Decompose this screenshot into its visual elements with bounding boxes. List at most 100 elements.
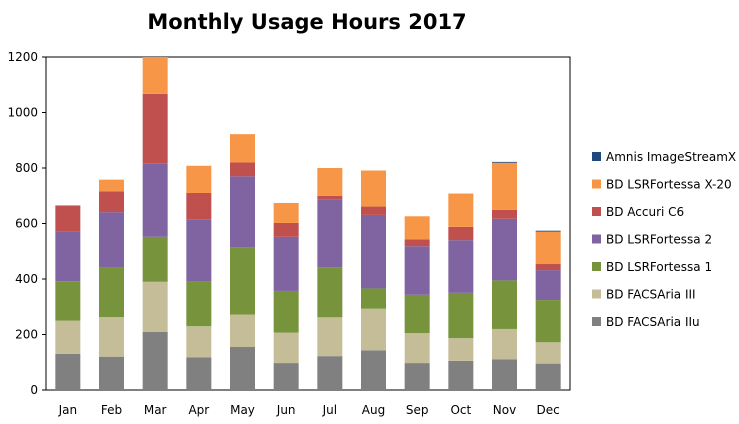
bar-segment xyxy=(186,357,212,390)
bar-segment xyxy=(99,191,124,213)
x-axis: Jan Feb Mar Apr May Jun Jul Aug Sep Oct Nov Dec xyxy=(58,403,560,417)
bar-segment xyxy=(273,332,299,364)
y-tick-label: 200 xyxy=(15,328,38,342)
bar-segment xyxy=(535,300,561,343)
bar-segment xyxy=(361,350,386,390)
legend-label: Amnis ImageStreamX xyxy=(606,150,736,164)
bar-segment xyxy=(317,195,343,200)
legend-label: BD LSRFortessa 2 xyxy=(606,233,712,247)
bar-segment xyxy=(317,356,343,390)
chart-title: Monthly Usage Hours 2017 xyxy=(147,10,467,34)
bar-segment xyxy=(273,222,299,237)
bar-segment xyxy=(142,93,168,164)
bar-segment xyxy=(492,280,517,329)
bar-segment xyxy=(142,163,168,237)
legend-label: BD LSRFortessa 1 xyxy=(606,260,712,274)
bar-segment xyxy=(186,219,212,282)
bar-segment xyxy=(230,176,255,248)
bar-segment xyxy=(448,240,474,293)
bar-segment xyxy=(99,267,124,318)
bar-segment xyxy=(317,267,343,318)
bar-segment xyxy=(535,230,561,232)
x-tick-label: Aug xyxy=(362,403,385,417)
y-tick-label: 0 xyxy=(30,383,38,397)
bar-segment xyxy=(317,317,343,357)
legend-label: BD FACSAria III xyxy=(606,288,696,302)
bar-segment xyxy=(55,320,81,354)
bar-segment xyxy=(99,212,124,268)
legend-swatch xyxy=(592,262,601,271)
bar-segment xyxy=(535,270,561,301)
bar-segment xyxy=(273,363,299,390)
x-tick-label: Apr xyxy=(188,403,209,417)
bar-segment xyxy=(361,308,386,351)
bar-segment xyxy=(230,134,255,163)
bar-segment xyxy=(404,239,430,247)
bar-segment xyxy=(230,162,255,177)
bar-segment xyxy=(448,193,474,227)
bar-segment xyxy=(448,226,474,241)
legend: Amnis ImageStreamX BD LSRFortessa X-20 BD … xyxy=(592,150,736,329)
bar-segment xyxy=(492,218,517,281)
x-tick-label: Jan xyxy=(58,403,78,417)
bar-segment xyxy=(492,161,517,163)
bar-segment xyxy=(55,353,81,390)
x-tick-label: Dec xyxy=(537,403,560,417)
bar-segment xyxy=(404,246,430,295)
bar-segment xyxy=(142,57,168,94)
x-tick-label: Nov xyxy=(493,403,516,417)
bar-segment xyxy=(186,326,212,358)
bar-segment xyxy=(448,292,474,339)
bar-segment xyxy=(273,236,299,291)
bar-segment xyxy=(535,231,561,265)
bar-segment xyxy=(99,356,124,390)
bar-segment xyxy=(492,162,517,210)
bar-segment xyxy=(492,328,517,360)
bar-segment xyxy=(361,214,386,289)
bar-segment xyxy=(404,363,430,390)
bar-segment xyxy=(273,290,299,333)
bar-segment xyxy=(99,317,124,357)
x-tick-label: May xyxy=(230,403,255,417)
plot-area xyxy=(45,56,571,391)
legend-swatch xyxy=(592,179,601,189)
legend-label: BD LSRFortessa X-20 xyxy=(606,178,732,192)
x-tick-label: Sep xyxy=(406,403,429,417)
bar-segment xyxy=(142,331,168,390)
y-tick-label: 800 xyxy=(15,161,38,175)
bar-segment xyxy=(535,264,561,271)
bar-segment xyxy=(230,247,255,315)
bar-segment xyxy=(404,216,430,240)
bar-segment xyxy=(448,338,474,361)
x-tick-label: Oct xyxy=(450,403,471,417)
legend-label: BD Accuri C6 xyxy=(606,205,684,219)
legend-swatch xyxy=(592,289,601,299)
bar-segment xyxy=(535,363,561,390)
y-tick-label: 1000 xyxy=(7,106,38,120)
bar-segment xyxy=(186,165,212,193)
x-tick-label: Jul xyxy=(322,403,337,417)
legend-label: BD FACSAria IIu xyxy=(606,315,700,329)
bar-segment xyxy=(99,179,124,192)
bar-segment xyxy=(186,281,212,327)
bar-segment xyxy=(535,342,561,364)
bar-segment xyxy=(361,206,386,215)
bar-segment xyxy=(142,236,168,282)
bar-segment xyxy=(404,333,430,364)
bar-segment xyxy=(492,359,517,390)
x-tick-label: Mar xyxy=(144,403,167,417)
x-tick-label: Jun xyxy=(276,403,296,417)
legend-swatch xyxy=(592,317,601,326)
bar-segment xyxy=(404,294,430,334)
bar-segment xyxy=(317,199,343,268)
y-axis: 0 200 400 600 800 1000 1200 xyxy=(7,50,46,397)
legend-swatch xyxy=(592,152,601,161)
bar-segment xyxy=(317,168,343,196)
bar-segment xyxy=(186,192,212,220)
x-tick-label: Feb xyxy=(101,403,122,417)
y-tick-label: 600 xyxy=(15,217,38,231)
y-tick-label: 1200 xyxy=(7,50,38,64)
bar-segment xyxy=(230,346,255,390)
bar-segment xyxy=(55,205,81,232)
